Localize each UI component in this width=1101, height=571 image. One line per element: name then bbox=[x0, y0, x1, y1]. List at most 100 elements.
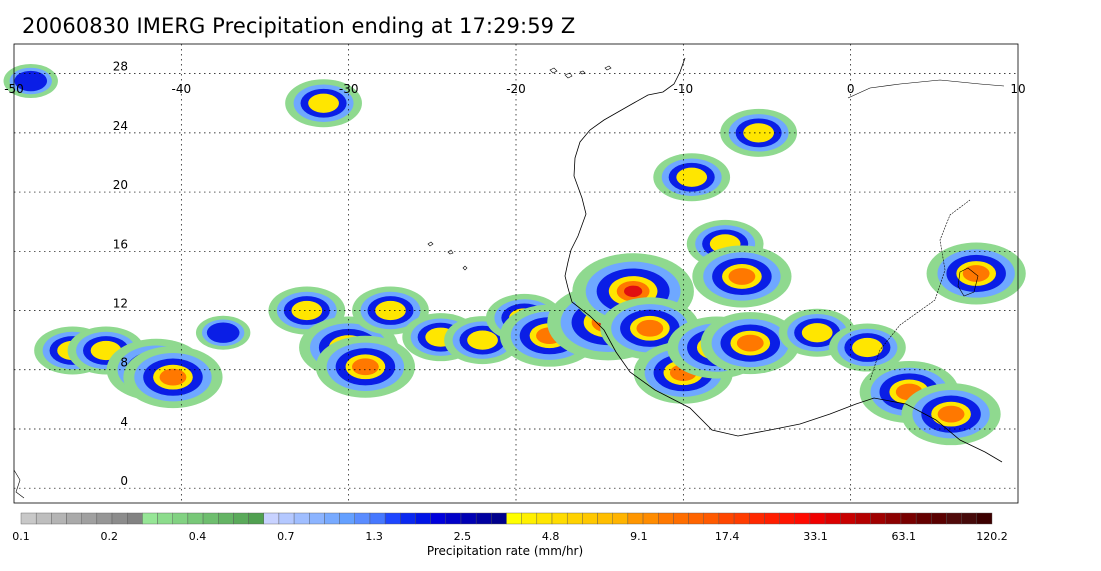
colorbar-tick-label: 63.1 bbox=[891, 530, 916, 543]
colorbar-swatch bbox=[81, 512, 98, 525]
colorbar-swatch bbox=[278, 512, 295, 525]
colorbar-swatch bbox=[51, 512, 67, 525]
colorbar-swatch bbox=[673, 512, 689, 525]
lat-tick-label: 0 bbox=[120, 474, 128, 488]
colorbar-tick-label: 4.8 bbox=[541, 530, 560, 543]
colorbar-swatch bbox=[976, 512, 993, 525]
lat-lon-grid bbox=[14, 44, 1018, 503]
colorbar-swatch bbox=[779, 512, 795, 525]
colorbar-tick-label: 0.4 bbox=[188, 530, 207, 543]
colorbar-swatch bbox=[354, 512, 371, 525]
colorbar-tick-label: 9.1 bbox=[630, 530, 648, 543]
lon-tick-label: 0 bbox=[847, 82, 855, 96]
colorbar-tick-label: 1.3 bbox=[365, 530, 383, 543]
colorbar-swatch bbox=[400, 512, 416, 525]
colorbar-swatch bbox=[339, 512, 355, 525]
colorbar-swatch bbox=[460, 512, 477, 525]
colorbar-tick-label: 120.2 bbox=[976, 530, 1008, 543]
colorbar-swatch bbox=[582, 512, 598, 525]
algeria-coast bbox=[847, 79, 1005, 99]
canary-islands bbox=[549, 65, 612, 79]
colorbar-swatch bbox=[384, 512, 401, 525]
precipitation-cell bbox=[700, 312, 800, 375]
colorbar-tick-label: 0.1 bbox=[12, 530, 30, 543]
colorbar-swatch bbox=[900, 512, 917, 525]
colorbar-swatch bbox=[658, 512, 674, 525]
colorbar-swatch bbox=[127, 512, 143, 525]
lon-tick-label: -20 bbox=[506, 82, 526, 96]
colorbar-swatch bbox=[35, 512, 52, 525]
precipitation-cell bbox=[268, 286, 346, 335]
colorbar-swatch bbox=[870, 512, 886, 525]
west-africa-coastline bbox=[564, 57, 1003, 463]
colorbar-swatch bbox=[491, 512, 507, 525]
precipitation-cell bbox=[829, 323, 906, 372]
colorbar-swatch bbox=[612, 512, 629, 525]
colorbar-swatch bbox=[142, 512, 158, 525]
brazil-coast bbox=[13, 469, 25, 499]
lon-tick-label: -10 bbox=[674, 82, 694, 96]
colorbar-swatch bbox=[521, 512, 538, 525]
lon-tick-label: -30 bbox=[339, 82, 359, 96]
precipitation-cell bbox=[692, 245, 792, 308]
colorbar-swatch bbox=[597, 512, 613, 525]
precipitation-cell bbox=[195, 315, 251, 350]
colorbar-swatch bbox=[946, 512, 962, 525]
colorbar-swatch bbox=[931, 512, 947, 525]
colorbar-swatch bbox=[202, 512, 219, 525]
colorbar-tick-label: 33.1 bbox=[803, 530, 828, 543]
precipitation-layer bbox=[3, 64, 1026, 446]
map-title: 20060830 IMERG Precipitation ending at 1… bbox=[22, 14, 576, 38]
colorbar-caption: Precipitation rate (mm/hr) bbox=[426, 544, 584, 558]
colorbar-swatch bbox=[445, 512, 462, 525]
lat-tick-label: 8 bbox=[120, 356, 128, 370]
colorbar-swatch bbox=[718, 512, 735, 525]
colorbar-swatch bbox=[840, 512, 856, 525]
precipitation-cell bbox=[926, 242, 1026, 305]
colorbar-swatch bbox=[157, 512, 173, 525]
map-frame bbox=[13, 43, 1019, 504]
colorbar-swatch bbox=[961, 512, 978, 525]
cape-verde-islands bbox=[427, 241, 468, 271]
colorbar-swatch bbox=[809, 512, 826, 525]
colorbar-swatch bbox=[627, 512, 644, 525]
colorbar-swatch bbox=[566, 512, 583, 525]
colorbar-swatch bbox=[824, 512, 841, 525]
colorbar-tick-label: 17.4 bbox=[714, 530, 740, 543]
lat-tick-label: 4 bbox=[120, 415, 128, 429]
precipitation-cell bbox=[285, 79, 362, 128]
precipitation-cell bbox=[123, 346, 223, 409]
colorbar-swatch bbox=[96, 512, 113, 525]
lat-tick-label: 20 bbox=[113, 178, 128, 192]
colorbar-swatch bbox=[475, 512, 492, 525]
colorbar-swatch bbox=[642, 512, 659, 525]
colorbar-swatch bbox=[369, 512, 386, 525]
precipitation-cell bbox=[720, 108, 798, 157]
colorbar-swatch bbox=[218, 512, 234, 525]
colorbar-swatch bbox=[794, 512, 811, 525]
colorbar-swatch bbox=[764, 512, 780, 525]
colorbar-swatch bbox=[749, 512, 765, 525]
colorbar-swatch bbox=[430, 512, 447, 525]
colorbar-swatch bbox=[111, 512, 128, 525]
precipitation-cell bbox=[901, 383, 1001, 446]
colorbar-tick-label: 0.2 bbox=[100, 530, 119, 543]
colorbar-swatch bbox=[855, 512, 871, 525]
colorbar-swatch bbox=[248, 512, 264, 525]
colorbar-swatch bbox=[551, 512, 568, 525]
colorbar-tick-label: 2.5 bbox=[453, 530, 472, 543]
colorbar-swatch bbox=[536, 512, 553, 525]
precipitation-cell bbox=[653, 153, 731, 202]
colorbar-tick-label: 0.7 bbox=[277, 530, 295, 543]
colorbar-swatch bbox=[293, 512, 310, 525]
lake-chad bbox=[957, 267, 979, 297]
colorbar-swatch bbox=[506, 512, 522, 525]
colorbar-swatch bbox=[915, 512, 932, 525]
colorbar-swatch bbox=[885, 512, 902, 525]
colorbar-swatch bbox=[172, 512, 189, 525]
niger-river bbox=[869, 199, 971, 381]
lat-tick-label: 28 bbox=[113, 60, 128, 74]
lat-tick-label: 24 bbox=[113, 119, 128, 133]
